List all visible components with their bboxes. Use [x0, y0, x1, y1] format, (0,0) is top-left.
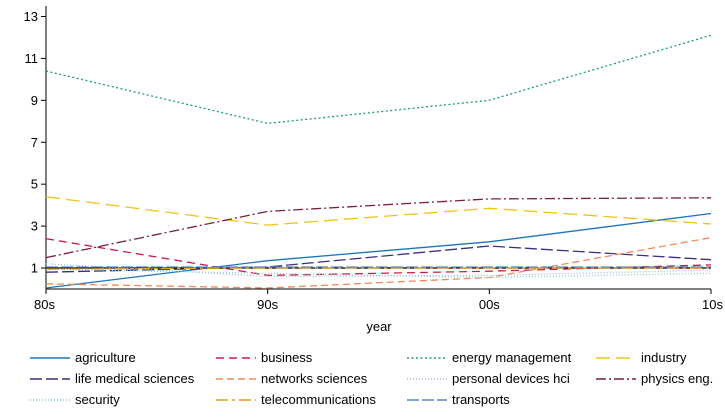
series-line — [45, 263, 712, 278]
legend-label: industry — [641, 350, 687, 365]
legend-label: networks sciences — [261, 371, 368, 386]
legend-item: industry — [596, 350, 687, 365]
x-tick-label: 80s — [34, 297, 55, 312]
legend-item: life medical sciences — [30, 371, 195, 386]
legend-label: physics eng. — [641, 371, 713, 386]
legend-item: energy management — [407, 350, 572, 365]
legend-label: personal devices hci — [452, 371, 570, 386]
series-line — [45, 212, 712, 289]
legend-item: networks sciences — [216, 371, 368, 386]
y-tick-label: 9 — [31, 93, 38, 108]
legend-label: life medical sciences — [75, 371, 195, 386]
legend-item: transports — [407, 392, 510, 407]
x-tick-label: 90s — [257, 297, 278, 312]
legend-label: business — [261, 350, 313, 365]
legend-label: security — [75, 392, 120, 407]
x-axis-title: year — [366, 319, 392, 334]
y-tick-label: 13 — [24, 9, 38, 24]
legend-item: personal devices hci — [407, 371, 570, 386]
y-tick-label: 5 — [31, 177, 38, 192]
series-line — [45, 34, 712, 125]
legend-label: energy management — [452, 350, 572, 365]
series-line — [45, 197, 712, 259]
y-tick-label: 7 — [31, 135, 38, 150]
legend-item: physics eng. — [596, 371, 713, 386]
series-line — [45, 236, 712, 289]
x-tick-label: 10s — [702, 297, 723, 312]
series-line — [45, 196, 712, 226]
legend-label: transports — [452, 392, 510, 407]
legend: agriculture business energy management indu… — [30, 350, 713, 407]
legend-item: security — [30, 392, 120, 407]
y-tick-label: 3 — [31, 219, 38, 234]
legend-item: agriculture — [30, 350, 136, 365]
series-lines — [45, 34, 712, 289]
legend-item: telecommunications — [216, 392, 376, 407]
legend-label: agriculture — [75, 350, 136, 365]
x-tick-label: 00s — [479, 297, 500, 312]
series-line — [45, 267, 711, 270]
legend-item: business — [216, 350, 313, 365]
series-line — [45, 245, 712, 273]
legend-label: telecommunications — [261, 392, 376, 407]
x-axis: 80s 90s 00s 10s — [34, 288, 723, 312]
y-tick-label: 1 — [31, 261, 38, 276]
y-tick-label: 11 — [25, 51, 39, 66]
